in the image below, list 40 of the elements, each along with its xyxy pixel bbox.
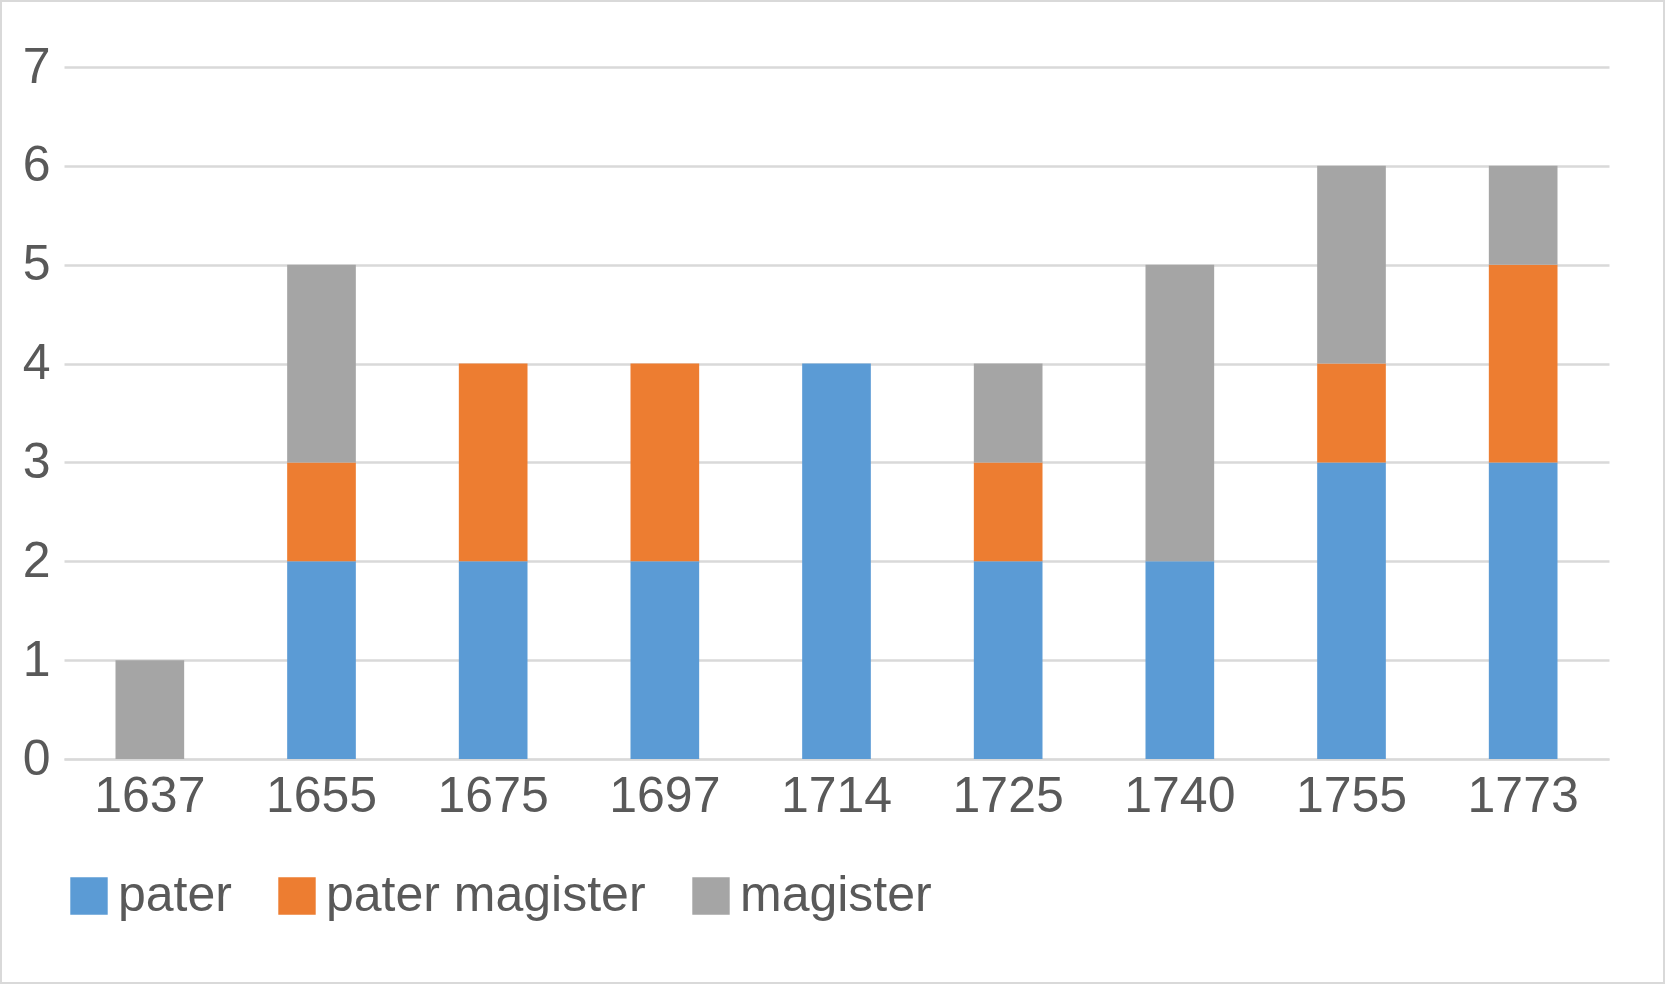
bar [802, 363, 871, 759]
bar [1488, 165, 1558, 265]
x-tick-label: 1755 [1295, 766, 1408, 823]
bar [973, 363, 1043, 463]
legend-label: pater magister [326, 866, 646, 922]
y-tick-label: 3 [22, 432, 51, 489]
bar [973, 561, 1043, 759]
x-tick-label: 1714 [780, 766, 893, 823]
bar [458, 363, 528, 562]
y-tick-label: 1 [22, 630, 51, 687]
y-tick-label: 6 [22, 136, 51, 193]
bar [287, 561, 356, 759]
bar [1145, 561, 1215, 759]
legend-label: pater [118, 866, 232, 922]
y-tick-label: 4 [22, 334, 51, 391]
bar [458, 561, 528, 759]
y-tick-label: 2 [22, 531, 51, 588]
bar [1317, 363, 1386, 463]
x-tick-label: 1740 [1124, 766, 1236, 823]
y-tick-label: 7 [22, 37, 51, 94]
x-tick-label: 1697 [609, 766, 721, 823]
y-tick-label: 5 [22, 235, 51, 292]
bar [115, 660, 185, 759]
bar [973, 462, 1043, 562]
bar [1488, 462, 1558, 759]
bar [1317, 462, 1386, 759]
x-tick-label: 1725 [952, 766, 1064, 823]
bar [1488, 264, 1558, 463]
bar [287, 462, 356, 562]
x-tick-label: 1773 [1467, 766, 1579, 823]
legend-label: magister [740, 866, 932, 922]
x-tick-label: 1655 [265, 766, 378, 823]
bar [1145, 264, 1215, 562]
x-tick-label: 1637 [94, 766, 206, 823]
bar [630, 561, 700, 759]
bar [1317, 165, 1386, 364]
x-tick-label: 1675 [437, 766, 549, 823]
bar [630, 363, 700, 562]
bar [287, 264, 356, 463]
y-tick-label: 0 [22, 729, 51, 786]
